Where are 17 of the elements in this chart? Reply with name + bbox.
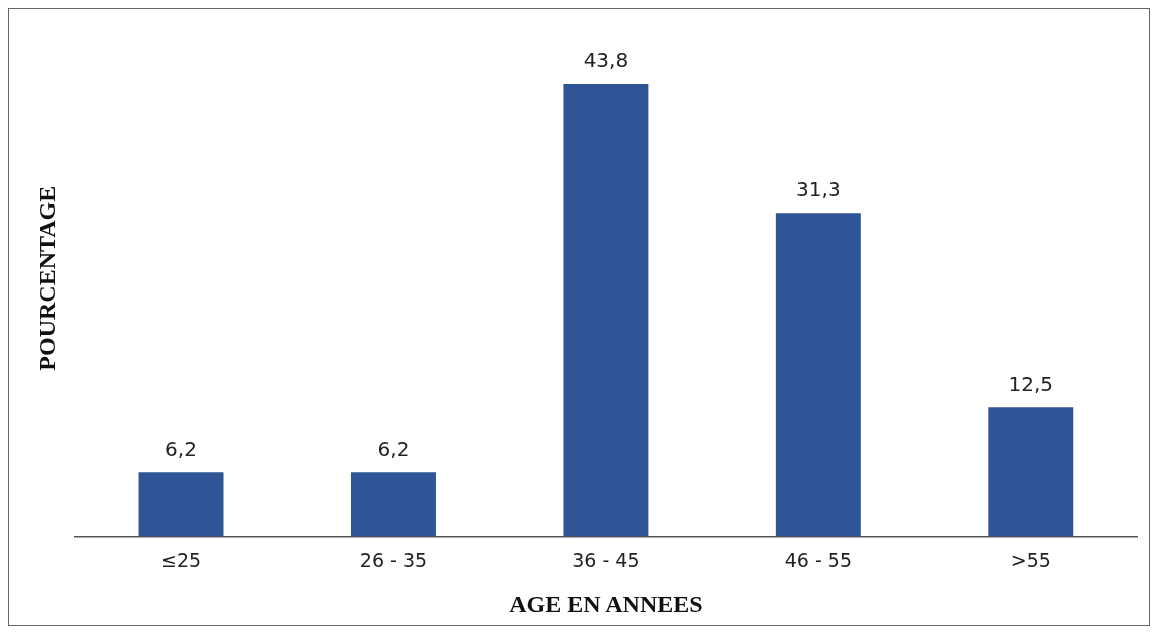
x-tick-label: 46 - 55 [784,548,852,571]
x-tick-label: 36 - 45 [572,548,640,571]
x-tick-label: 26 - 35 [359,548,428,571]
y-axis-title: POURCENTAGE [33,185,60,371]
data-label: 6,2 [165,436,197,461]
bar [988,407,1074,537]
x-axis-title: AGE EN ANNEES [509,590,703,617]
bar [563,84,649,537]
bar [138,472,224,537]
bar [775,213,861,537]
x-tick-label: ≤25 [160,548,202,571]
data-label: 43,8 [583,48,629,73]
data-label: 12,5 [1008,371,1054,396]
x-tick-label: >55 [1010,548,1051,571]
data-label: 6,2 [377,436,410,461]
data-label: 31,3 [796,177,841,202]
bar [350,472,436,537]
